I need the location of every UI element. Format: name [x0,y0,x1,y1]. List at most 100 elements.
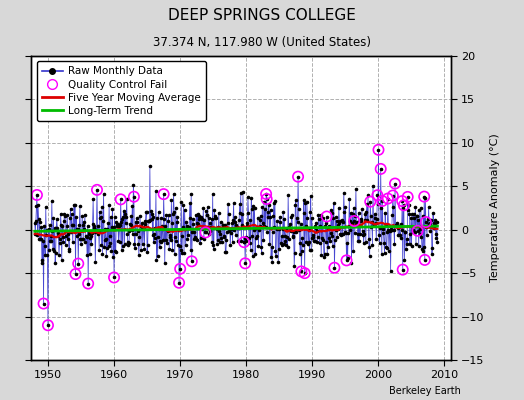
Point [209,242,217,248]
Point [154,234,162,240]
Point [116,196,125,202]
Point [420,194,429,200]
Point [424,204,433,210]
Point [330,264,339,271]
Point [157,238,166,245]
Point [301,200,309,206]
Point [57,222,66,228]
Point [176,266,184,272]
Point [416,231,424,238]
Point [108,206,117,212]
Point [146,217,155,224]
Point [345,196,354,202]
Point [276,214,284,220]
Point [344,229,352,236]
Point [423,231,431,238]
Point [174,227,183,234]
Point [337,231,346,237]
Point [350,218,358,224]
Point [144,242,152,248]
Point [154,253,162,260]
Point [371,215,379,222]
Point [165,246,173,252]
Point [53,225,61,232]
Point [55,252,63,259]
Point [32,203,40,210]
Point [369,221,378,228]
Point [305,238,313,245]
Point [398,198,407,204]
Point [297,268,305,275]
Point [96,215,104,221]
Point [33,192,41,198]
Point [205,231,214,237]
Point [48,228,57,235]
Point [334,222,342,229]
Point [171,234,179,240]
Point [39,238,47,244]
Point [377,166,385,172]
Point [364,236,373,242]
Point [389,204,398,211]
Text: 37.374 N, 117.980 W (United States): 37.374 N, 117.980 W (United States) [153,36,371,49]
Point [349,248,357,254]
Point [142,209,150,215]
Point [236,209,244,216]
Point [417,234,425,240]
Point [57,210,65,217]
Point [152,188,160,195]
Point [260,223,269,229]
Point [216,231,225,237]
Point [181,226,189,232]
Point [276,218,285,225]
Point [212,215,220,222]
Point [56,240,64,246]
Point [268,229,277,236]
Point [180,250,188,256]
Point [264,214,272,220]
Point [74,231,83,238]
Point [214,209,223,216]
Point [309,232,317,238]
Point [317,252,325,258]
Point [316,222,324,229]
Point [177,247,185,253]
Point [271,247,280,254]
Point [74,260,82,267]
Text: DEEP SPRINGS COLLEGE: DEEP SPRINGS COLLEGE [168,8,356,23]
Point [271,198,279,204]
Point [299,242,307,248]
Point [278,226,287,232]
Point [324,244,333,250]
Point [179,202,188,209]
Point [177,199,185,206]
Point [397,227,406,233]
Point [220,234,228,240]
Point [331,214,340,220]
Point [227,226,235,232]
Point [288,233,297,240]
Point [85,231,93,238]
Point [74,260,82,267]
Point [88,241,96,247]
Point [95,246,103,253]
Point [167,197,176,204]
Point [82,233,90,239]
Point [347,210,355,216]
Point [155,208,163,215]
Point [375,239,384,246]
Point [404,207,412,214]
Point [277,240,285,246]
Point [367,224,376,230]
Point [84,280,92,287]
Point [47,238,56,244]
Point [122,213,130,220]
Point [126,222,135,229]
Point [421,194,430,201]
Point [219,221,227,228]
Point [232,222,241,228]
Point [286,226,294,233]
Point [340,189,348,196]
Point [352,220,361,227]
Point [384,195,392,202]
